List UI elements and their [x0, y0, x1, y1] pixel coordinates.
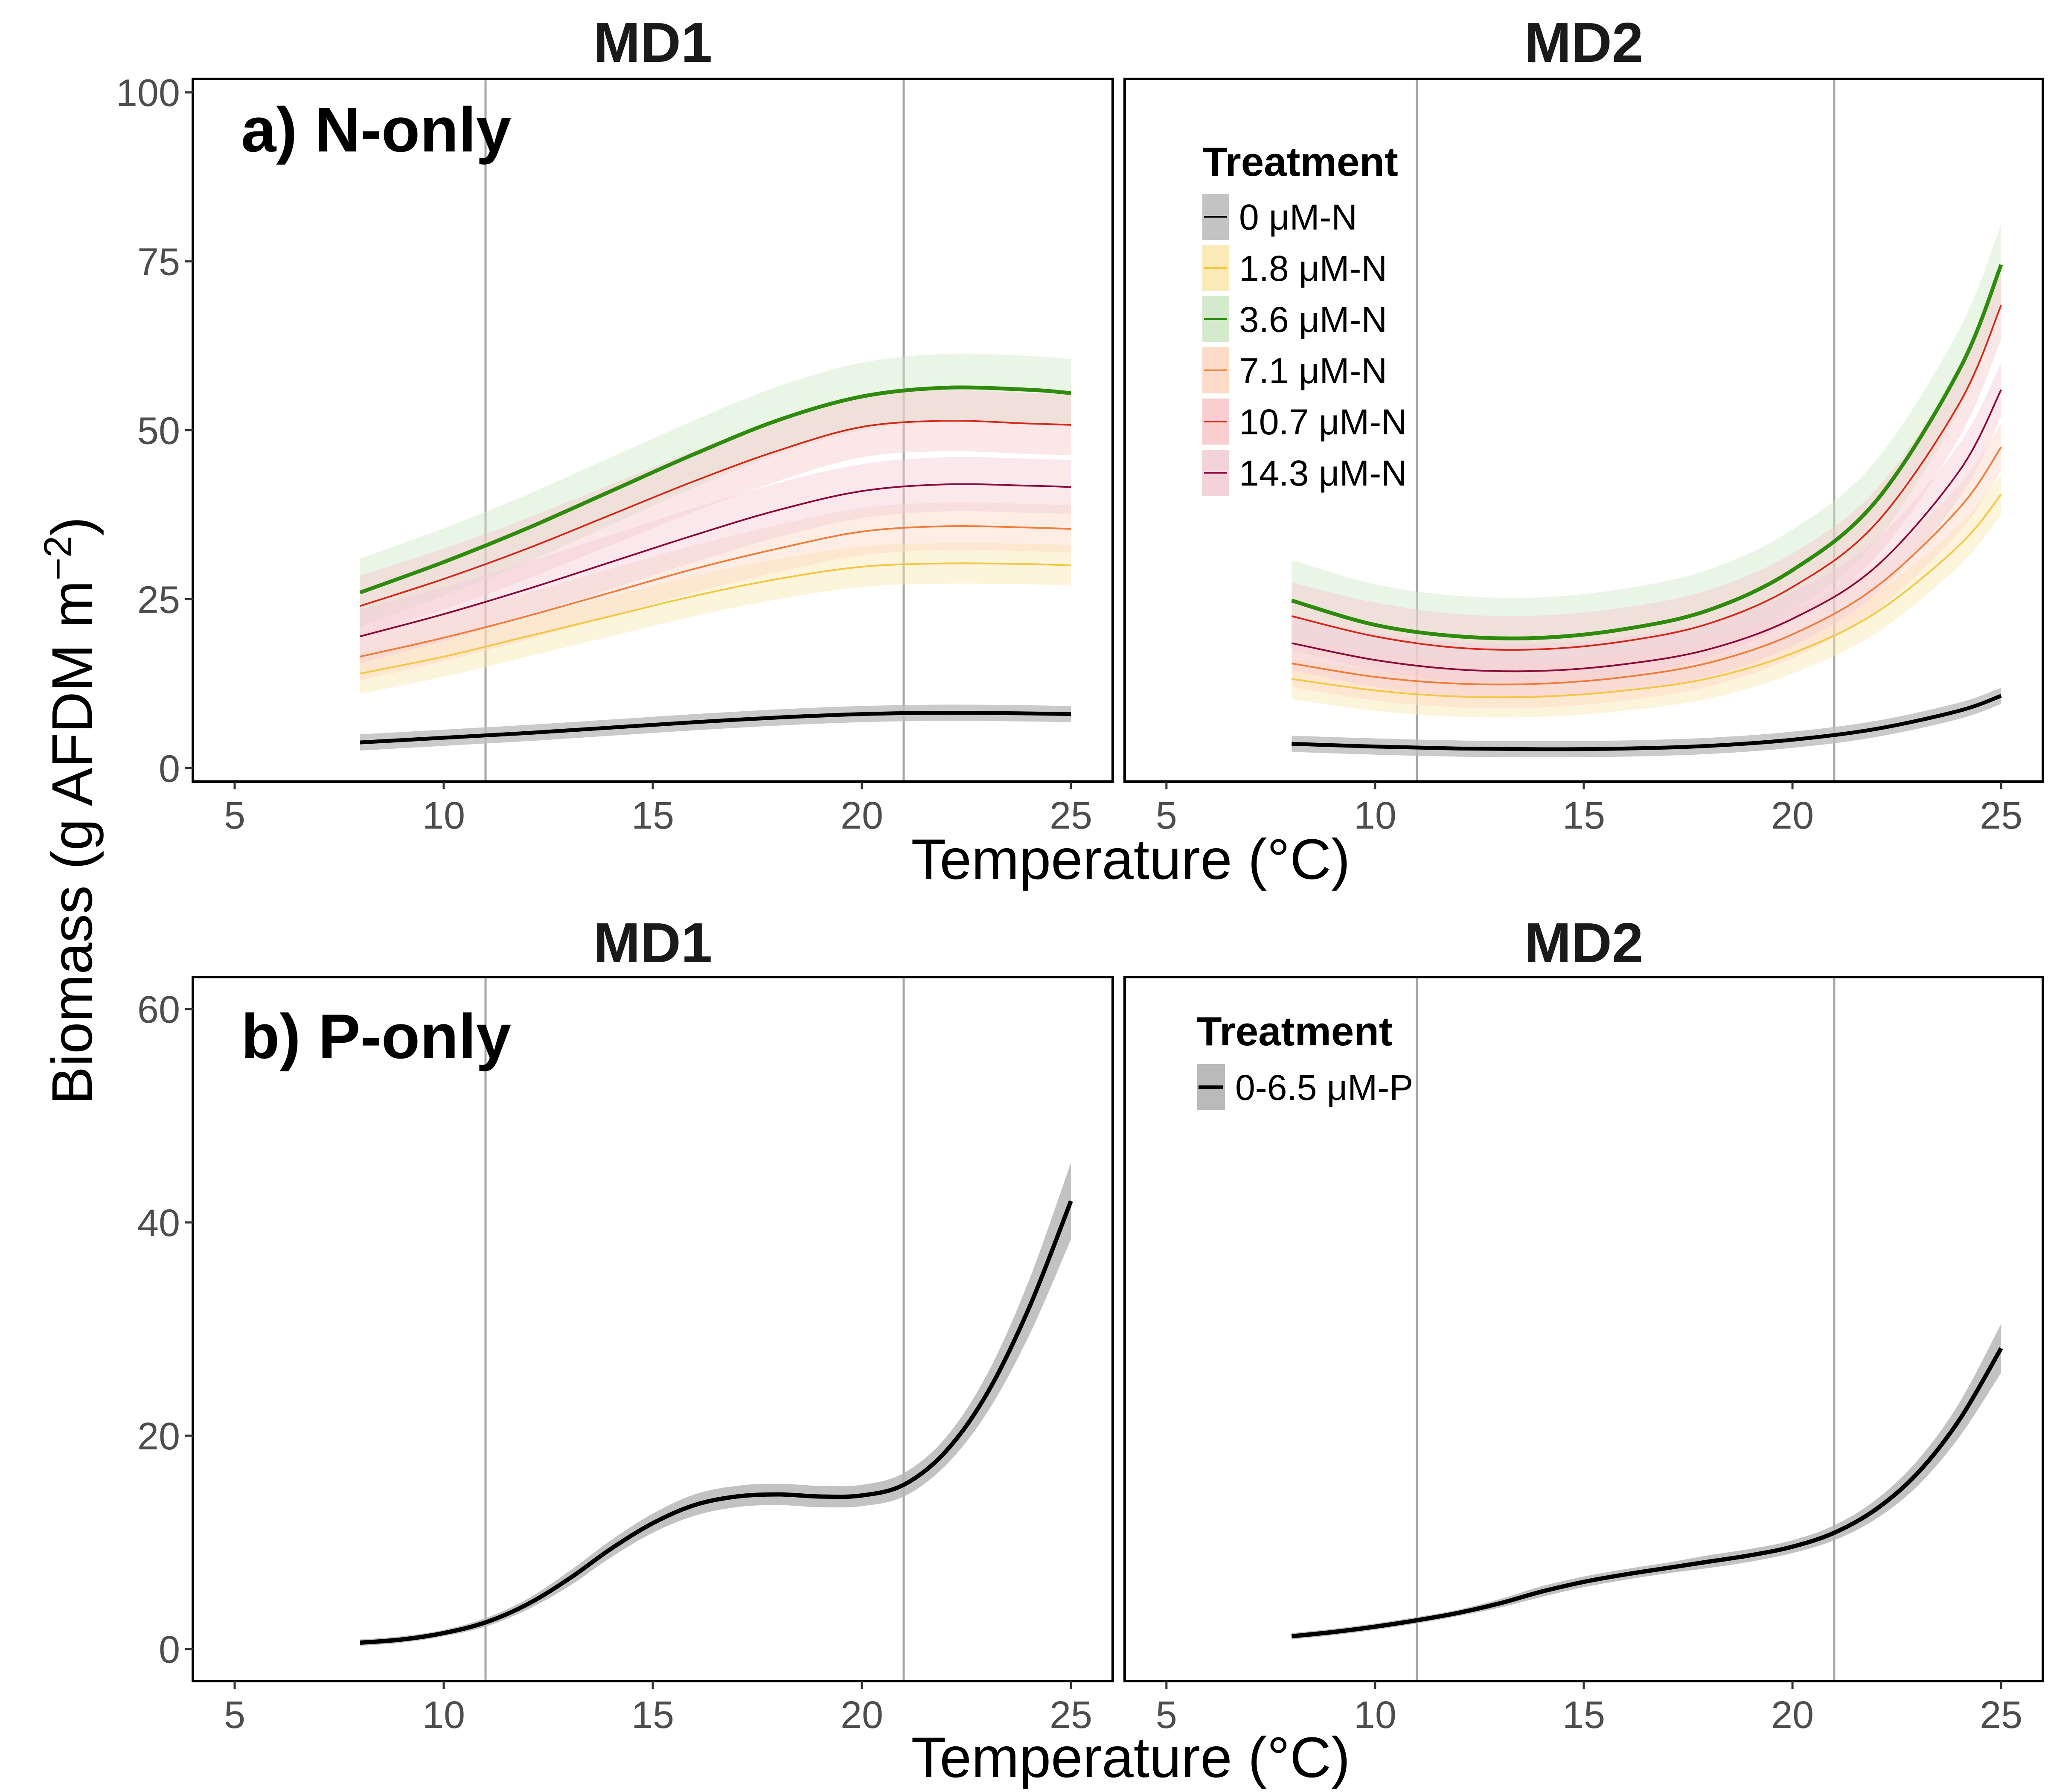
y-tick-label-a-md1-0: 0	[159, 748, 180, 790]
ci-band-a-md2-2	[1292, 224, 2001, 679]
series-line-a-md1-2	[359, 385, 1071, 594]
legend-n-treatments: Treatment 0 μM-N 1.8 μM-N 3.6 μM-N 7.1 μM-N 1…	[1190, 133, 1411, 528]
x-tick-label-a-md2-5: 5	[1156, 794, 1177, 837]
ci-band-a-md1-4	[360, 390, 1071, 637]
x-tick-label-a-md2-10: 10	[1354, 794, 1396, 837]
series-line-a-md2-0	[1292, 694, 2002, 751]
strip-title-a-md1: MD1	[593, 11, 713, 74]
series-line-a-md2-4	[1291, 305, 2002, 651]
panel-b-md1: 5 10 15 20 25 0 20 40 60	[137, 976, 1114, 1737]
series-line-a-md2-1	[1292, 494, 2002, 698]
panel-a-md1: 5 10 15 20 25 0 25 50 75 100	[116, 72, 1114, 837]
series-line-b-md2-0	[1291, 1347, 2003, 1638]
ci-band-a-md1-2	[360, 353, 1071, 626]
series-line-a-md1-1	[360, 562, 1071, 675]
ci-band-a-md2-4	[1292, 271, 2001, 684]
ci-band-b-md2-0	[1292, 1324, 2001, 1640]
legend-a-label-5: 14.3 μM-N	[1239, 453, 1407, 493]
series-line-a-md1-0	[360, 710, 1071, 745]
ci-band-a-md1-3	[360, 502, 1071, 681]
ci-band-a-md2-1	[1292, 474, 2001, 718]
x-axis-title-b: Temperature (°C)	[911, 1726, 1350, 1789]
x-tick-label-b-md2-5: 5	[1156, 1694, 1177, 1737]
strip-title-a-md2: MD2	[1524, 11, 1644, 74]
x-tick-label-b-md1-20: 20	[841, 1694, 883, 1737]
ci-band-a-md2-5	[1292, 363, 2001, 698]
series-line-a-md2-5	[1291, 389, 2002, 672]
panel-b-md2: 5 10 15 20 25	[1123, 976, 2044, 1737]
x-tick-label-a-md1-20: 20	[841, 794, 883, 837]
x-tick-label-b-md2-10: 10	[1354, 1694, 1396, 1737]
panel-label-a: a) N-only	[241, 95, 511, 165]
x-axis-title-a: Temperature (°C)	[911, 828, 1350, 891]
strip-title-b-md1: MD1	[593, 911, 713, 974]
panel-a-md2: 5 10 15 20 25	[1123, 78, 2044, 837]
legend-a-label-0: 0 μM-N	[1239, 197, 1357, 237]
y-tick-label-b-md1-40: 40	[137, 1202, 180, 1245]
legend-a-label-4: 10.7 μM-N	[1239, 402, 1407, 442]
legend-p-treatments: Treatment 0-6.5 μM-P	[1184, 1003, 1413, 1143]
ci-band-a-md1-0	[360, 704, 1071, 751]
series-line-a-md1-4	[360, 420, 1071, 607]
ci-band-a-md2-3	[1292, 423, 2001, 708]
y-tick-label-b-md1-60: 60	[137, 989, 180, 1031]
x-tick-label-b-md1-25: 25	[1050, 1694, 1092, 1737]
plot-area: 5 10 15 20 25 0 25 50 75 100 5 10 15 20 25 5 10 15 20 25 0 20…	[116, 72, 2044, 1737]
x-tick-label-b-md2-20: 20	[1771, 1694, 1814, 1737]
legend-a-title: Treatment	[1202, 139, 1398, 185]
x-tick-label-a-md2-15: 15	[1562, 794, 1605, 837]
y-tick-label-a-md1-50: 50	[137, 410, 180, 453]
panel-label-b: b) P-only	[241, 1001, 511, 1072]
y-tick-label-a-md1-75: 75	[137, 241, 180, 284]
series-line-a-md1-3	[360, 525, 1071, 657]
y-tick-label-b-md1-20: 20	[137, 1415, 180, 1458]
y-axis-title: Biomass (g AFDM m−2)	[36, 517, 104, 1105]
y-tick-label-b-md1-0: 0	[159, 1629, 180, 1671]
x-tick-label-a-md1-5: 5	[224, 794, 245, 837]
series-line-a-md2-2	[1291, 264, 2003, 640]
x-tick-label-b-md1-10: 10	[422, 1694, 465, 1737]
x-tick-label-b-md2-25: 25	[1980, 1694, 2022, 1737]
strip-title-b-md2: MD2	[1524, 911, 1644, 974]
x-tick-label-a-md2-20: 20	[1771, 794, 1814, 837]
y-tick-label-a-md1-25: 25	[137, 579, 180, 621]
x-tick-label-b-md1-15: 15	[631, 1694, 674, 1737]
legend-a-label-1: 1.8 μM-N	[1239, 248, 1387, 288]
ci-band-a-md1-1	[360, 543, 1071, 694]
legend-a-label-2: 3.6 μM-N	[1239, 300, 1387, 340]
x-tick-label-a-md1-25: 25	[1050, 794, 1092, 837]
x-tick-label-a-md2-25: 25	[1980, 794, 2022, 837]
legend-b-label-0: 0-6.5 μM-P	[1235, 1068, 1413, 1108]
series-line-a-md1-5	[360, 483, 1071, 637]
x-tick-label-a-md1-15: 15	[631, 794, 674, 837]
x-tick-label-a-md1-10: 10	[422, 794, 465, 837]
ci-band-a-md1-5	[360, 457, 1071, 663]
x-tick-label-b-md1-5: 5	[224, 1694, 245, 1737]
x-tick-label-b-md2-15: 15	[1562, 1694, 1605, 1737]
series-line-b-md1-0	[360, 1200, 1073, 1645]
ci-band-a-md2-0	[1292, 687, 2001, 757]
series-line-a-md2-3	[1291, 446, 2002, 686]
y-tick-label-a-md1-100: 100	[116, 72, 180, 115]
legend-b-title: Treatment	[1197, 1009, 1393, 1054]
legend-a-label-3: 7.1 μM-N	[1239, 351, 1387, 391]
